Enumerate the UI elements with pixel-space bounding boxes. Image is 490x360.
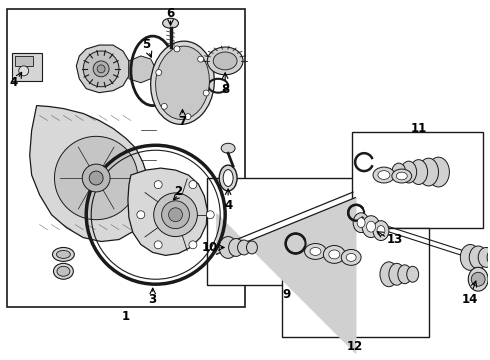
Ellipse shape (346, 253, 356, 261)
Bar (15, 56, 33, 66)
Text: 1: 1 (122, 310, 130, 323)
Ellipse shape (373, 221, 389, 240)
Text: 10: 10 (202, 241, 219, 254)
Circle shape (93, 61, 109, 77)
Text: 8: 8 (221, 83, 229, 96)
Ellipse shape (460, 244, 480, 270)
Ellipse shape (219, 237, 237, 258)
Ellipse shape (53, 264, 74, 279)
Circle shape (185, 114, 191, 120)
Bar (207, 178, 364, 285)
Text: 3: 3 (148, 293, 157, 306)
Ellipse shape (392, 169, 412, 183)
Ellipse shape (213, 52, 237, 70)
Ellipse shape (380, 262, 398, 287)
Ellipse shape (378, 171, 390, 179)
Text: 7: 7 (178, 115, 187, 128)
Circle shape (154, 241, 162, 249)
Circle shape (83, 51, 119, 87)
Polygon shape (30, 105, 149, 242)
Ellipse shape (219, 165, 237, 191)
Ellipse shape (398, 265, 412, 284)
Ellipse shape (238, 240, 250, 255)
Ellipse shape (329, 250, 340, 259)
Ellipse shape (373, 167, 395, 183)
Ellipse shape (407, 266, 418, 282)
Text: 9: 9 (283, 288, 291, 301)
Circle shape (19, 66, 29, 76)
Ellipse shape (468, 267, 488, 291)
Bar (352, 132, 483, 228)
Circle shape (161, 103, 167, 109)
Ellipse shape (310, 247, 321, 255)
Text: 4: 4 (10, 76, 18, 89)
Circle shape (203, 90, 209, 96)
Circle shape (137, 211, 145, 219)
Ellipse shape (221, 143, 235, 153)
Circle shape (206, 211, 214, 219)
Polygon shape (128, 168, 207, 255)
Ellipse shape (392, 163, 406, 181)
Text: 2: 2 (174, 185, 183, 198)
Ellipse shape (341, 249, 361, 265)
Ellipse shape (229, 239, 244, 256)
Text: 12: 12 (347, 340, 363, 353)
Ellipse shape (362, 216, 380, 238)
Ellipse shape (357, 218, 365, 228)
Ellipse shape (367, 221, 375, 232)
Ellipse shape (353, 213, 369, 233)
Polygon shape (129, 56, 156, 83)
Ellipse shape (418, 158, 439, 186)
Ellipse shape (156, 46, 209, 120)
Bar (7, 9, 245, 307)
Ellipse shape (52, 247, 74, 261)
Ellipse shape (246, 241, 257, 254)
Ellipse shape (305, 243, 326, 260)
Text: 5: 5 (142, 37, 150, 50)
Circle shape (189, 181, 197, 189)
Ellipse shape (401, 161, 416, 183)
Ellipse shape (478, 247, 490, 267)
Ellipse shape (487, 249, 490, 266)
Ellipse shape (410, 159, 428, 184)
Ellipse shape (428, 157, 449, 187)
Ellipse shape (396, 172, 407, 180)
Ellipse shape (56, 251, 71, 258)
Circle shape (169, 208, 182, 222)
Circle shape (82, 164, 110, 192)
Text: 14: 14 (462, 293, 478, 306)
Bar (282, 228, 429, 337)
Ellipse shape (207, 47, 243, 75)
Circle shape (156, 69, 162, 76)
Circle shape (189, 241, 197, 249)
Ellipse shape (57, 266, 70, 276)
Ellipse shape (389, 264, 405, 285)
Ellipse shape (377, 226, 385, 235)
Ellipse shape (150, 41, 214, 124)
Ellipse shape (323, 246, 345, 264)
Circle shape (154, 193, 197, 237)
Circle shape (97, 65, 105, 73)
Circle shape (197, 56, 204, 62)
Circle shape (471, 272, 485, 286)
Bar (12, 53, 42, 81)
Circle shape (89, 171, 103, 185)
Text: 6: 6 (167, 7, 175, 20)
Circle shape (174, 46, 180, 52)
Circle shape (154, 181, 162, 189)
Text: 11: 11 (411, 122, 427, 135)
Text: 4: 4 (224, 199, 232, 212)
Circle shape (54, 136, 138, 220)
Ellipse shape (223, 170, 233, 186)
Text: 13: 13 (387, 233, 403, 246)
Ellipse shape (469, 246, 487, 269)
Polygon shape (76, 45, 129, 93)
Ellipse shape (163, 18, 178, 28)
Circle shape (162, 201, 190, 229)
